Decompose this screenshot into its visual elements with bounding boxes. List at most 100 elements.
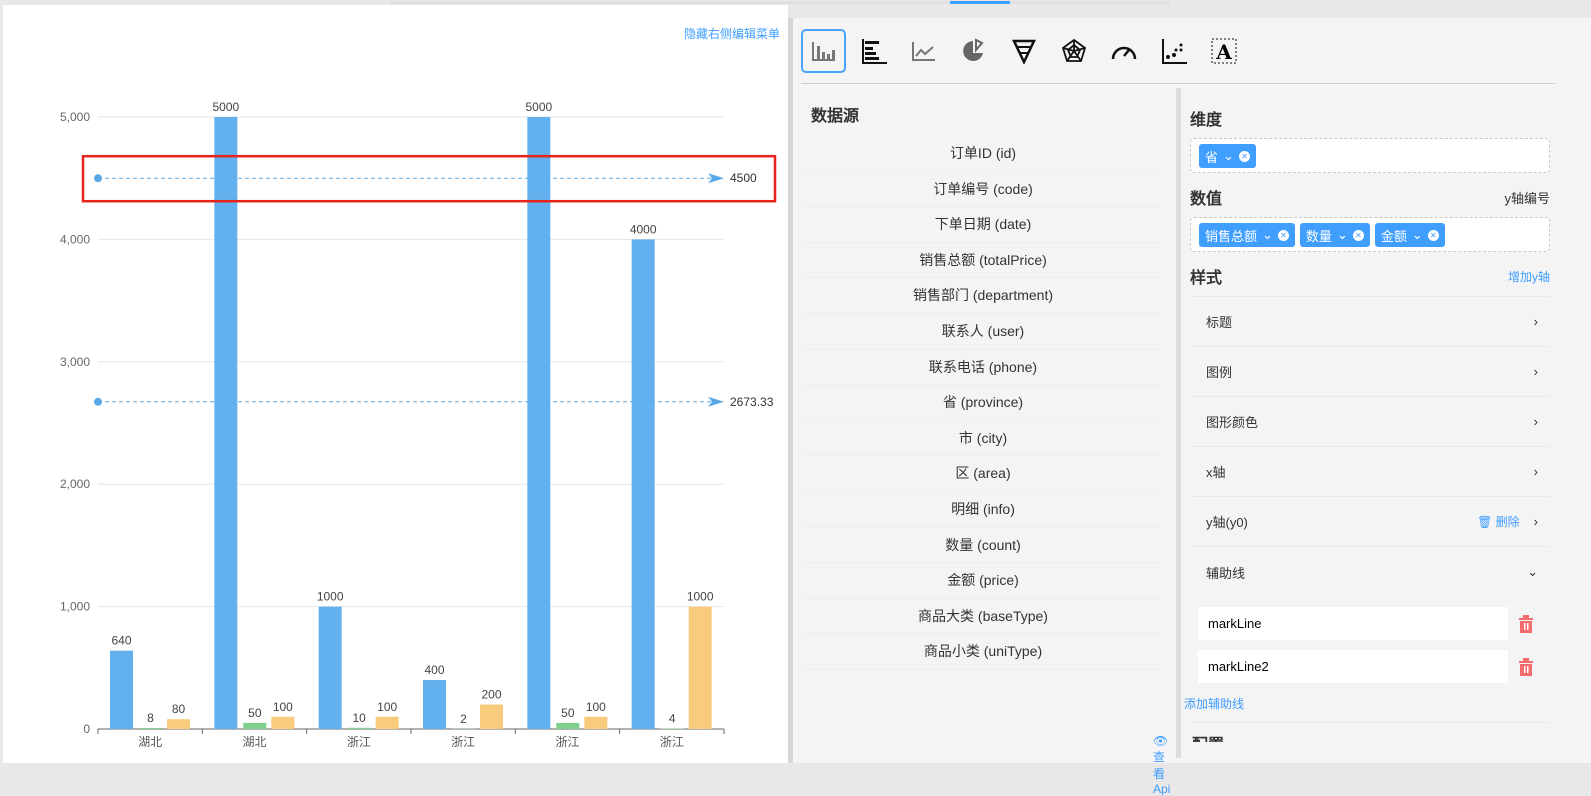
line-chart-type-button[interactable] [901,29,946,73]
scatter-chart-type-button[interactable] [1151,29,1196,73]
chevron-down-icon[interactable]: ⌄ [1262,227,1273,243]
remove-tag-icon[interactable]: ✕ [1428,230,1439,241]
bar [423,680,446,729]
value-dropzone[interactable]: 销售总额⌄✕数量⌄✕金额⌄✕ [1190,217,1550,252]
datasource-field[interactable]: 市 (city) [803,421,1163,457]
text-icon: A [1210,37,1238,65]
delete-mark-line-icon[interactable] [1518,615,1534,633]
delete-label: 删除 [1496,515,1520,529]
funnel-chart-type-button[interactable] [1001,29,1046,73]
bar-value-label: 50 [248,706,262,720]
chevron-down-icon[interactable]: ⌄ [1412,227,1423,243]
remove-tag-icon[interactable]: ✕ [1239,151,1250,162]
bar-chart-type-button[interactable] [801,29,846,73]
pie-chart-icon [961,38,987,64]
horizontal-bar-chart-icon [861,38,887,64]
row-label: 标题 [1206,312,1232,331]
datasource-field[interactable]: 商品大类 (baseType) [803,599,1163,635]
datasource-field[interactable]: 省 (province) [803,385,1163,421]
dimension-tag[interactable]: 省⌄✕ [1199,144,1256,168]
delete-y-axis-button[interactable]: 🗑 删除 [1477,515,1520,529]
x-tick-label: 浙江 [660,735,684,749]
bar-value-label: 4 [669,712,676,726]
mark-line-input[interactable] [1198,650,1508,683]
datasource-field[interactable]: 金额 (price) [803,563,1163,599]
bar-value-label: 10 [352,711,366,725]
view-api-link[interactable]: 👁 查看Api [1153,734,1173,796]
dimension-title: 维度 [1190,106,1222,130]
remove-tag-icon[interactable]: ✕ [1278,230,1289,241]
datasource-field[interactable]: 数量 (count) [803,528,1163,564]
chart-type-toolbar: A [801,29,1250,73]
chevron-right-icon: › [1534,414,1538,429]
datasource-field[interactable]: 明细 (info) [803,492,1163,528]
style-row[interactable]: 标题› [1190,297,1550,347]
remove-tag-icon[interactable]: ✕ [1353,230,1364,241]
bar [319,607,342,729]
toolbar-divider [801,83,1556,84]
y-tick-label: 1,000 [60,600,90,614]
bar [556,723,579,729]
radar-chart-type-button[interactable] [1051,29,1096,73]
bar-value-label: 4000 [630,222,657,236]
trash-icon: 🗑 [1477,515,1492,529]
datasource-field[interactable]: 销售部门 (department) [803,278,1163,314]
datasource-field[interactable]: 销售总额 (totalPrice) [803,243,1163,279]
value-tag[interactable]: 销售总额⌄✕ [1199,223,1295,247]
datasource-field[interactable]: 订单编号 (code) [803,172,1163,208]
row-label: 图形颜色 [1206,412,1258,431]
x-tick-label: 湖北 [242,734,266,749]
delete-mark-line-icon[interactable] [1518,658,1534,676]
y-axis-number-label: y轴编号 [1504,188,1550,207]
add-aux-line-link[interactable]: 添加辅助线 [1184,695,1550,712]
value-title: 数值 [1190,185,1222,209]
y-axis-row[interactable]: y轴(y0)🗑 删除› [1190,497,1550,547]
bar-value-label: 1000 [687,590,714,604]
chevron-right-icon: › [1534,464,1538,479]
chevron-down-icon[interactable]: ⌄ [1223,148,1234,164]
bar [527,117,550,729]
bar-value-label: 5000 [525,100,552,114]
scroll-track[interactable] [390,1,1170,4]
row-label: x轴 [1206,462,1226,481]
add-y-axis-link[interactable]: 增加y轴 [1508,268,1550,285]
mark-line-item [1198,607,1550,640]
value-tag[interactable]: 数量 ⌄ ✕ [1300,223,1370,247]
horizontal-bar-chart-type-button[interactable] [851,29,896,73]
datasource-field[interactable]: 下单日期 (date) [803,207,1163,243]
top-scrollbar[interactable] [0,0,1591,4]
row-label: 图例 [1206,362,1232,381]
svg-text:A: A [1215,40,1232,64]
x-tick-label: 浙江 [347,735,371,749]
datasource-field[interactable]: 订单ID (id) [803,136,1163,172]
datasource-field[interactable]: 商品小类 (uniType) [803,634,1163,670]
bar-value-label: 80 [172,702,186,716]
bar [214,117,237,729]
value-tag[interactable]: 金额⌄✕ [1375,223,1445,247]
editor-panel: A 数据源 订单ID (id)订单编号 (code)下单日期 (date)销售总… [793,18,1591,763]
chevron-down-icon[interactable]: ⌄ [1337,227,1348,243]
chevron-down-icon: ⌄ [1527,564,1538,580]
text-type-button[interactable]: A [1201,29,1246,73]
dimension-dropzone[interactable]: 省⌄✕ [1190,138,1550,173]
pie-chart-type-button[interactable] [951,29,996,73]
datasource-field[interactable]: 联系电话 (phone) [803,350,1163,386]
datasource-title: 数据源 [811,102,1173,126]
bar-value-label: 8 [147,711,154,725]
bar-value-label: 100 [586,700,606,714]
tag-label: 数量 [1306,226,1332,245]
datasource-field[interactable]: 区 (area) [803,456,1163,492]
right-scrollbar[interactable] [1582,18,1591,763]
mark-line-input[interactable] [1198,607,1508,640]
aux-line-row[interactable]: 辅助线⌄ [1190,547,1550,597]
datasource-field[interactable]: 联系人 (user) [803,314,1163,350]
scroll-thumb[interactable] [950,1,1010,4]
eye-icon: 👁 [1153,734,1168,748]
style-row[interactable]: x轴 › [1190,447,1550,497]
gauge-chart-type-button[interactable] [1101,29,1146,73]
radar-chart-icon [1061,38,1087,64]
style-row[interactable]: 图形颜色 › [1190,397,1550,447]
bar [167,719,190,729]
style-row[interactable]: 图例› [1190,347,1550,397]
